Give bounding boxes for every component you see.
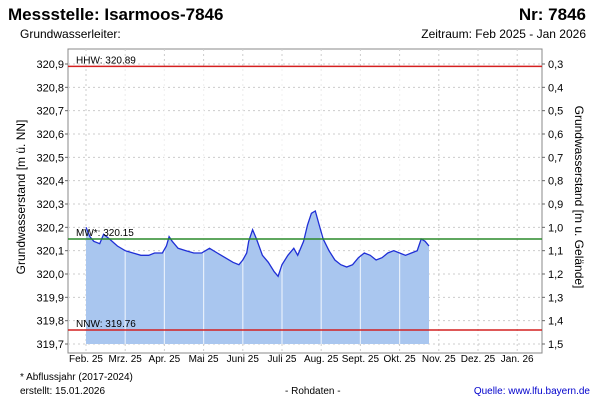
y-tick-right: 1,4: [548, 316, 563, 328]
ref-label-mw: MW*: 320.15: [76, 228, 134, 239]
y-tick-right: 1,3: [548, 292, 563, 304]
y-tick-right: 0,5: [548, 106, 563, 118]
source: Quelle: www.lfu.bayern.de: [474, 386, 590, 397]
y-tick-right: 0,8: [548, 176, 563, 188]
water-level-area: [86, 211, 429, 344]
y-tick-left: 320,4: [36, 176, 64, 188]
reference-lines: HHW: 320.89 MW*: 320.15 NNW: 319.76: [68, 55, 542, 331]
raw-data-label: - Rohdaten -: [285, 386, 341, 397]
ref-label-hhw: HHW: 320.89: [76, 55, 136, 66]
y-tick-left: 320,7: [36, 106, 64, 118]
y-tick-right: 1,0: [548, 222, 563, 234]
water-level-line: [85, 210, 430, 278]
y-tick-left: 319,9: [36, 292, 64, 304]
y-tick-right: 1,1: [548, 246, 563, 258]
y-tick-left: 319,8: [36, 316, 64, 328]
page-title: Messstelle: Isarmoos-7846: [8, 5, 224, 24]
y-tick-right: 0,3: [548, 59, 563, 71]
x-tick-label: Apr. 25: [149, 354, 181, 365]
x-tick-label: Okt. 25: [383, 354, 416, 365]
y-tick-left: 320,0: [36, 269, 64, 281]
y-axis-left-label: Grundwasserstand [m ü. NN]: [14, 120, 28, 275]
period-label: Zeitraum: Feb 2025 - Jan 2026: [421, 27, 586, 41]
y-tick-left: 320,6: [36, 129, 64, 141]
y-tick-right: 0,6: [548, 129, 563, 141]
source-link[interactable]: www.lfu.bayern.de: [508, 386, 590, 397]
x-tick-label: Mrz. 25: [109, 354, 143, 365]
x-tick-label: Nov. 25: [422, 354, 456, 365]
y-tick-left: 320,1: [36, 246, 64, 258]
y-tick-left: 319,7: [36, 339, 64, 351]
x-tick-label: Feb. 25: [69, 354, 103, 365]
ref-label-nnw: NNW: 319.76: [76, 319, 136, 330]
x-tick-label: Jan. 26: [501, 354, 534, 365]
x-tick-label: Mai 25: [189, 354, 219, 365]
x-axis-ticks: Feb. 25 Mrz. 25 Apr. 25 Mai 25 Juni 25 Juli 2…: [69, 354, 534, 365]
x-tick-label: Juli 25: [268, 354, 297, 365]
created-date: erstellt: 15.01.2026: [20, 386, 106, 397]
y-tick-left: 320,2: [36, 222, 64, 234]
station-number: Nr: 7846: [518, 5, 586, 24]
x-tick-label: Aug. 25: [304, 354, 339, 365]
y-tick-right: 1,2: [548, 269, 563, 281]
y-axis-right-ticks: 0,3 0,4 0,5 0,6 0,7 0,8 0,9 1,0 1,1 1,2 1,3 1,4 1,5: [542, 59, 563, 351]
y-tick-right: 1,5: [548, 339, 563, 351]
y-tick-left: 320,9: [36, 59, 64, 71]
y-tick-left: 320,5: [36, 152, 64, 164]
x-tick-label: Juni 25: [227, 354, 260, 365]
footnote: * Abflussjahr (2017-2024): [20, 372, 133, 383]
aquifer-label: Grundwasserleiter:: [20, 27, 121, 41]
x-tick-label: Dez. 25: [461, 354, 496, 365]
y-tick-right: 0,4: [548, 82, 563, 94]
y-tick-right: 0,7: [548, 152, 563, 164]
y-axis-right-label: Grundwasserstand [m u. Gelände]: [572, 106, 586, 289]
x-tick-label: Sept. 25: [342, 354, 380, 365]
y-axis-left-ticks: 320,9 320,8 320,7 320,6 320,5 320,4 320,3 320,2…: [36, 59, 68, 351]
y-tick-left: 320,8: [36, 82, 64, 94]
month-separators: [124, 69, 401, 344]
y-tick-right: 0,9: [548, 199, 563, 211]
y-tick-left: 320,3: [36, 199, 64, 211]
source-label: Quelle:: [473, 386, 506, 397]
